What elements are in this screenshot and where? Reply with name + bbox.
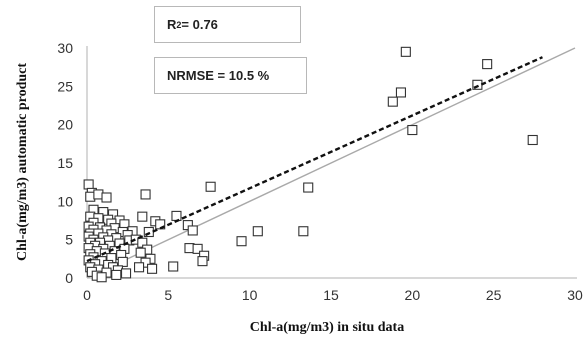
- data-point: [197, 256, 208, 267]
- data-point: [140, 189, 151, 200]
- data-points: [83, 46, 538, 283]
- data-point: [298, 226, 309, 237]
- x-axis-title: Chl-a(mg/m3) in situ data: [250, 320, 404, 335]
- x-tick-label: 5: [164, 287, 172, 303]
- r-squared-prefix: R: [167, 17, 177, 32]
- data-point: [236, 236, 247, 247]
- y-tick-label: 15: [57, 155, 73, 171]
- data-point: [400, 46, 411, 57]
- data-point: [117, 256, 128, 267]
- reference-line-layer: [86, 47, 576, 279]
- data-point: [147, 263, 158, 274]
- data-point: [387, 96, 398, 107]
- x-tick-label: 25: [486, 287, 502, 303]
- regression-line: [86, 56, 543, 263]
- data-point: [171, 210, 182, 221]
- data-point: [83, 179, 94, 190]
- y-tick-label: 0: [65, 270, 73, 286]
- data-point: [137, 211, 148, 222]
- data-point: [96, 272, 107, 283]
- data-point: [205, 181, 216, 192]
- data-point: [101, 192, 112, 203]
- fit-line-layer: [86, 56, 543, 263]
- y-tick-label: 20: [57, 117, 73, 133]
- x-tick-label: 30: [567, 287, 583, 303]
- y-tick-label: 30: [57, 40, 73, 56]
- y-tick-label: 10: [57, 193, 73, 209]
- data-point: [482, 59, 493, 70]
- data-point: [134, 262, 145, 273]
- x-tick-label: 0: [83, 287, 91, 303]
- y-tick-label: 25: [57, 78, 73, 94]
- data-point: [407, 124, 418, 136]
- data-point: [527, 134, 538, 146]
- x-tick-label: 10: [242, 287, 258, 303]
- data-point: [303, 182, 314, 193]
- one-to-one-line: [86, 47, 576, 279]
- data-point: [252, 226, 263, 237]
- data-point: [395, 87, 406, 98]
- x-tick-label: 20: [405, 287, 421, 303]
- data-point: [111, 269, 122, 280]
- data-point: [168, 261, 179, 272]
- nrmse-box: NRMSE = 10.5 %: [154, 57, 307, 94]
- y-tick-label: 5: [65, 232, 73, 248]
- nrmse-value: NRMSE = 10.5 %: [167, 68, 270, 83]
- r-squared-value: = 0.76: [181, 17, 218, 32]
- x-tick-label: 15: [323, 287, 339, 303]
- data-point: [187, 225, 198, 236]
- data-point: [135, 247, 146, 258]
- tick-labels: 0 5 10 15 20 25 30 0 5 10 15 20 25 30: [57, 40, 583, 303]
- data-point: [192, 243, 203, 254]
- y-axis-title: Chl-a(mg/m3) automatic product: [15, 63, 30, 261]
- r-squared-box: R 2 = 0.76: [154, 6, 301, 43]
- r-squared-superscript: 2: [176, 19, 182, 30]
- data-point: [120, 268, 132, 279]
